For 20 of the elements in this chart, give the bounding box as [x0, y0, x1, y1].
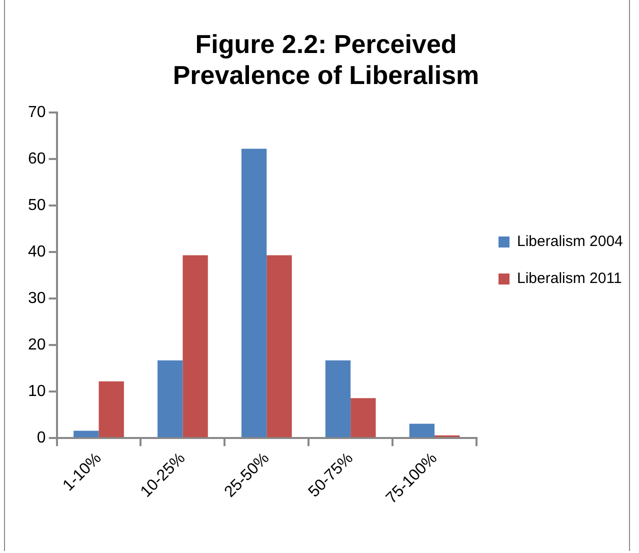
bar [182, 255, 208, 438]
bar [350, 398, 376, 438]
bar [266, 255, 292, 438]
y-tick-label: 70 [28, 104, 46, 121]
legend-label: Liberalism 2011 [517, 270, 622, 288]
chart-title: Figure 2.2: Perceived Prevalence of Liberalism [172, 28, 480, 90]
bar [241, 148, 267, 438]
bar [74, 430, 99, 438]
y-tick-label: 40 [28, 243, 46, 260]
bar [98, 381, 124, 438]
y-tick-label: 0 [36, 430, 46, 447]
bar [325, 360, 351, 438]
y-tick-label: 60 [28, 150, 46, 168]
y-tick-label: 30 [28, 290, 46, 307]
bar [158, 360, 183, 438]
y-tick-label: 20 [28, 336, 46, 354]
bar [409, 424, 435, 438]
legend-label: Liberalism 2004 [517, 233, 623, 250]
y-tick-label: 50 [28, 196, 46, 214]
y-tick-label: 10 [28, 383, 46, 400]
